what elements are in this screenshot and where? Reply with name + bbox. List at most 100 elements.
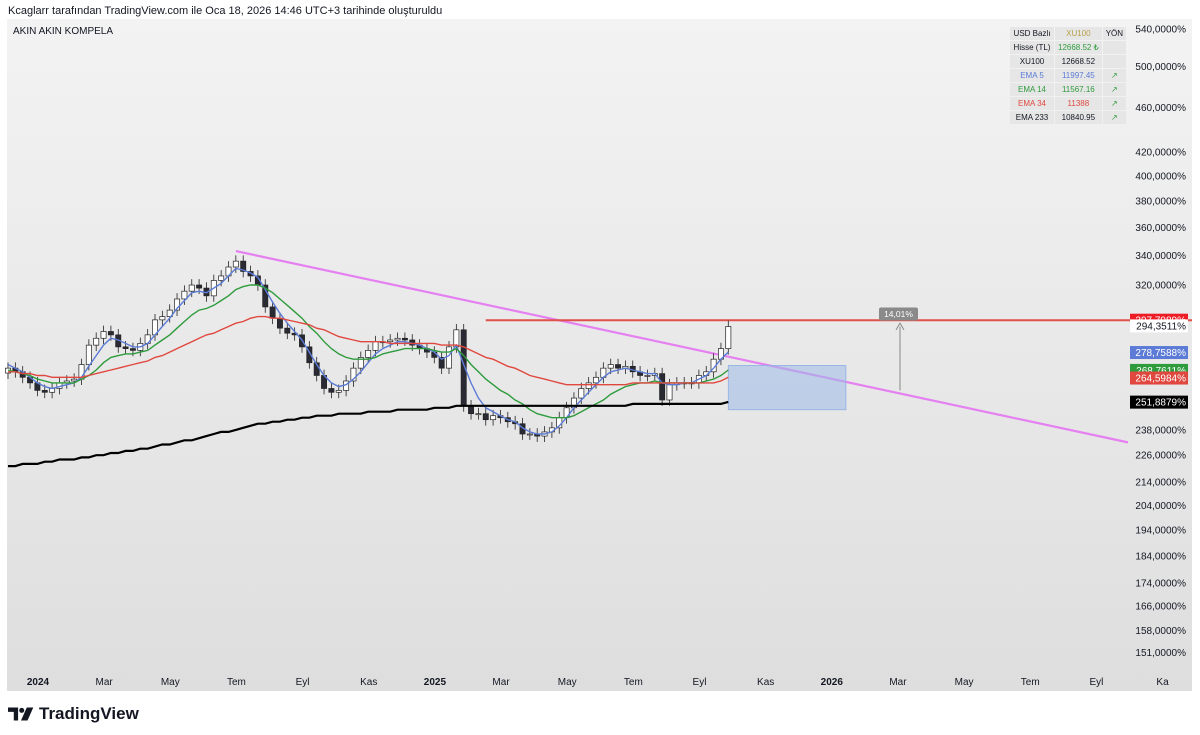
y-tick-label: 204,0000% xyxy=(1135,501,1186,512)
y-tick-label: 166,0000% xyxy=(1135,602,1186,613)
candle-body xyxy=(659,373,666,401)
price-label: 268,7611% xyxy=(1136,366,1186,377)
price-label: 264,5984% xyxy=(1135,374,1186,385)
header-base: USD Bazlı xyxy=(1010,27,1054,40)
x-tick-label: May xyxy=(161,677,180,688)
price-label-bg xyxy=(1130,346,1188,360)
info-table-header: USD Bazlı XU100 YÖN xyxy=(1010,27,1127,40)
candle-body xyxy=(438,357,445,369)
tradingview-footer[interactable]: TradingView xyxy=(8,704,139,724)
y-tick-label: 194,0000% xyxy=(1135,525,1186,536)
price-label-bg xyxy=(1130,371,1188,385)
row-name: EMA 5 xyxy=(1010,69,1054,82)
x-tick-label: Mar xyxy=(889,677,907,688)
candle-body xyxy=(100,331,107,339)
candle-body xyxy=(644,375,651,377)
candle-body xyxy=(93,337,100,346)
candle-body xyxy=(365,350,372,358)
candle-body xyxy=(468,405,475,415)
x-tick-label: 2025 xyxy=(424,677,447,688)
x-tick-label: Kas xyxy=(757,677,774,688)
y-tick-label: 158,0000% xyxy=(1135,626,1186,637)
candle-body xyxy=(240,260,247,272)
price-label: 278,7588% xyxy=(1135,348,1186,359)
row-direction: ↗ xyxy=(1102,97,1127,110)
candle-body xyxy=(725,326,732,349)
row-name: EMA 233 xyxy=(1010,111,1054,124)
y-tick-label: 184,0000% xyxy=(1135,551,1186,562)
info-table-row: Hisse (TL) 12668.52 ₺ xyxy=(1010,41,1127,54)
candle-body xyxy=(394,337,401,341)
row-direction xyxy=(1102,41,1127,54)
candle-body xyxy=(387,339,394,343)
x-tick-label: 2024 xyxy=(27,677,50,688)
candle-body xyxy=(401,337,408,341)
candle-body xyxy=(328,388,335,393)
row-value: 11567.16 xyxy=(1055,83,1102,96)
ema14-line xyxy=(7,284,729,419)
ema233-line xyxy=(8,400,729,468)
x-tick-label: Tem xyxy=(624,677,643,688)
descending-trendline xyxy=(235,249,1129,444)
y-tick-label: 214,0000% xyxy=(1135,477,1186,488)
candle-body xyxy=(85,344,92,365)
candle-body xyxy=(218,275,225,281)
x-tick-label: Eyl xyxy=(1089,677,1103,688)
y-tick-label: 238,0000% xyxy=(1135,425,1186,436)
candle-body xyxy=(446,346,452,369)
candle-body xyxy=(490,415,497,421)
info-table-row: EMA 233 10840.95 ↗ xyxy=(1010,111,1127,124)
row-value: 11997.45 xyxy=(1055,69,1102,82)
candle-body xyxy=(122,346,129,349)
row-name: EMA 14 xyxy=(1010,83,1054,96)
symbol-title: AKIN AKIN KOMPELA xyxy=(13,26,114,37)
price-label: 251,8879% xyxy=(1135,398,1186,409)
info-table-row: XU100 12668.52 xyxy=(1010,55,1127,68)
candle-body xyxy=(166,309,173,317)
candle-body xyxy=(357,357,364,369)
y-tick-label: 420,0000% xyxy=(1135,147,1186,158)
y-tick-label: 320,0000% xyxy=(1135,281,1186,292)
row-name: Hisse (TL) xyxy=(1010,41,1054,54)
ema5-line xyxy=(7,267,729,435)
measure-arrow-head xyxy=(895,322,905,331)
candle-body xyxy=(269,306,276,319)
candle-body xyxy=(262,284,269,308)
candle-body xyxy=(107,331,114,336)
chart-background[interactable] xyxy=(7,19,1192,691)
candle-body xyxy=(593,376,599,384)
x-tick-label: Mar xyxy=(96,677,114,688)
x-tick-label: May xyxy=(955,677,974,688)
ema34-line xyxy=(8,315,729,386)
candle-body xyxy=(335,390,342,393)
price-label-bg xyxy=(1130,319,1188,333)
candle-body xyxy=(159,316,166,321)
y-tick-label: 400,0000% xyxy=(1135,171,1186,182)
chart-caption: Kcaglarr tarafından TradingView.com ile … xyxy=(8,5,443,17)
row-name: EMA 34 xyxy=(1010,97,1054,110)
x-tick-label: 2026 xyxy=(821,677,844,688)
candle-body xyxy=(350,367,357,382)
price-label-bg xyxy=(1130,395,1188,409)
header-index: XU100 xyxy=(1055,27,1102,40)
candle-body xyxy=(174,298,180,311)
info-table-row: EMA 34 11388 ↗ xyxy=(1010,97,1127,110)
y-tick-label: 540,0000% xyxy=(1135,25,1186,36)
candle-body xyxy=(526,433,533,436)
consolidation-box xyxy=(727,365,847,411)
candle-body xyxy=(306,346,313,364)
row-direction: ↗ xyxy=(1102,69,1127,82)
row-direction: ↗ xyxy=(1102,111,1127,124)
row-value: 12668.52 ₺ xyxy=(1055,41,1102,54)
y-tick-label: 174,0000% xyxy=(1135,579,1186,590)
candle-body xyxy=(130,348,136,351)
candle-body xyxy=(188,284,195,292)
x-tick-label: May xyxy=(558,677,577,688)
candle-body xyxy=(284,327,291,334)
measure-label-bg xyxy=(879,307,918,321)
candle-body xyxy=(372,341,379,351)
y-tick-label: 151,0000% xyxy=(1135,648,1186,659)
measure-label: 14,01% xyxy=(884,309,913,319)
y-tick-label: 380,0000% xyxy=(1135,196,1186,207)
